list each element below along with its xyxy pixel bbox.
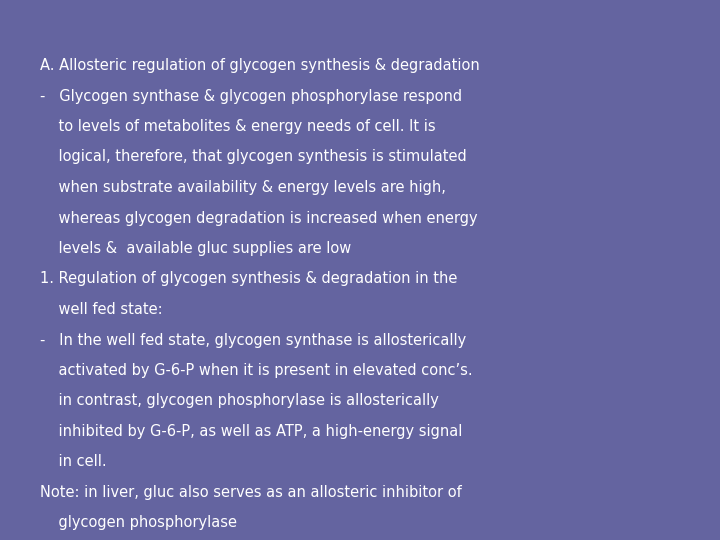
Text: to levels of metabolites & energy needs of cell. It is: to levels of metabolites & energy needs … [40, 119, 435, 134]
Text: 1. Regulation of glycogen synthesis & degradation in the: 1. Regulation of glycogen synthesis & de… [40, 272, 457, 287]
Text: levels &  available gluc supplies are low: levels & available gluc supplies are low [40, 241, 351, 256]
Text: inhibited by G-6-P, as well as ATP, a high-energy signal: inhibited by G-6-P, as well as ATP, a hi… [40, 424, 462, 439]
Text: logical, therefore, that glycogen synthesis is stimulated: logical, therefore, that glycogen synthe… [40, 150, 467, 165]
Text: in contrast, glycogen phosphorylase is allosterically: in contrast, glycogen phosphorylase is a… [40, 394, 438, 408]
Text: when substrate availability & energy levels are high,: when substrate availability & energy lev… [40, 180, 446, 195]
Text: A. Allosteric regulation of glycogen synthesis & degradation: A. Allosteric regulation of glycogen syn… [40, 58, 480, 73]
Text: -   In the well fed state, glycogen synthase is allosterically: - In the well fed state, glycogen syntha… [40, 333, 466, 348]
Text: well fed state:: well fed state: [40, 302, 162, 317]
Text: in cell.: in cell. [40, 455, 107, 469]
Text: -   Glycogen synthase & glycogen phosphorylase respond: - Glycogen synthase & glycogen phosphory… [40, 89, 462, 104]
Text: activated by G-6-P when it is present in elevated conc’s.: activated by G-6-P when it is present in… [40, 363, 472, 378]
Text: Note: in liver, gluc also serves as an allosteric inhibitor of: Note: in liver, gluc also serves as an a… [40, 485, 462, 500]
Text: glycogen phosphorylase: glycogen phosphorylase [40, 516, 237, 530]
Text: whereas glycogen degradation is increased when energy: whereas glycogen degradation is increase… [40, 211, 477, 226]
